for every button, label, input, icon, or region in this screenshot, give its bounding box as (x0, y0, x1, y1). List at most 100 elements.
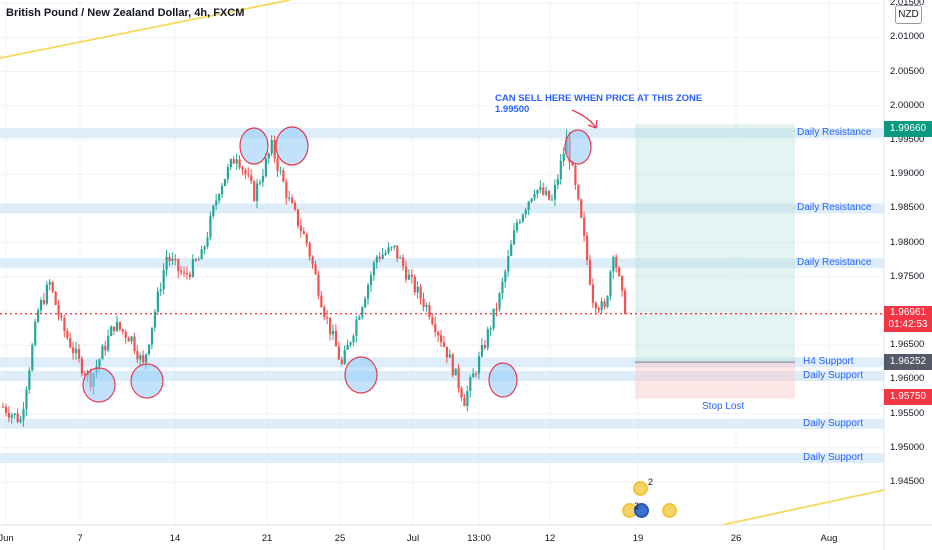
candle-down (194, 259, 197, 261)
candle-down (174, 258, 177, 260)
candle-down (124, 331, 127, 338)
candle-up (364, 298, 367, 308)
candle-down (63, 317, 66, 332)
candle-down (621, 275, 624, 291)
candle-up (19, 419, 22, 423)
candle-down (311, 256, 314, 265)
highlight-circle[interactable] (564, 129, 592, 165)
candle-up (375, 256, 378, 263)
candle-down (276, 158, 279, 171)
highlight-circle[interactable] (239, 127, 269, 165)
candle-down (445, 346, 449, 358)
candle-down (299, 225, 303, 232)
candle-up (264, 158, 267, 176)
candle-up (331, 330, 335, 335)
candle-up (352, 335, 355, 343)
candle-down (434, 324, 437, 333)
candle-down (583, 217, 586, 236)
candle-up (98, 359, 101, 367)
candle-up (501, 281, 504, 294)
candle-up (606, 296, 609, 308)
candle-up (256, 183, 259, 201)
candle-up (367, 284, 370, 299)
highlight-circle[interactable] (275, 126, 309, 166)
highlight-circles[interactable] (82, 126, 592, 403)
candle-up (559, 160, 562, 180)
candle-up (45, 284, 48, 304)
candle-up (28, 370, 31, 390)
uk-event-flag-icon[interactable] (633, 481, 648, 496)
trend-lines[interactable] (0, 0, 885, 526)
candle-up (527, 201, 530, 210)
candle-down (603, 301, 606, 308)
candle-up (550, 199, 554, 201)
candle-down (305, 234, 308, 244)
trendline-upper[interactable] (0, 0, 291, 59)
zone-label: Daily Resistance (797, 202, 872, 214)
candle-up (48, 282, 51, 285)
price-zone-band (0, 203, 884, 214)
candle-up (221, 185, 224, 195)
candle-down (72, 347, 75, 354)
candle-up (270, 139, 273, 154)
candle-up (145, 354, 148, 363)
candle-up (150, 327, 154, 345)
currency-badge[interactable]: NZD (895, 5, 922, 24)
candle-down (133, 336, 136, 352)
y-tick-label: 1.97500 (890, 270, 925, 282)
candle-down (410, 274, 413, 277)
callout-arrow (571, 109, 598, 129)
highlight-circle[interactable] (130, 363, 164, 399)
candle-down (548, 190, 551, 200)
y-tick-label: 1.95000 (890, 441, 925, 453)
candle-up (209, 215, 212, 238)
zone-label: H4 Support (803, 356, 854, 368)
stop-loss-label: Stop Lost (702, 400, 745, 412)
highlight-circle[interactable] (82, 367, 116, 403)
candle-down (308, 243, 311, 257)
candle-down (4, 406, 8, 413)
candle-up (454, 368, 457, 376)
candle-down (588, 260, 592, 285)
candle-up (387, 247, 390, 253)
y-tick-label: 2.00500 (890, 65, 925, 77)
candle-down (586, 235, 589, 261)
short-position-stop-area[interactable] (635, 362, 795, 399)
candle-up (486, 329, 489, 348)
candle-down (396, 245, 399, 259)
candle-down (69, 337, 72, 348)
candle-up (171, 258, 174, 261)
candle-up (562, 153, 565, 161)
candle-down (180, 270, 183, 273)
candle-up (156, 291, 159, 312)
candle-up (288, 197, 291, 199)
candle-down (136, 351, 139, 360)
price-zone-band (0, 128, 884, 139)
candle-up (130, 336, 133, 342)
candle-down (431, 317, 434, 325)
candle-down (577, 184, 580, 200)
x-tick-label: Jul (406, 533, 420, 544)
candle-down (54, 291, 57, 305)
candle-down (334, 330, 338, 347)
candle-up (279, 170, 282, 172)
candle-down (66, 331, 69, 338)
candle-down (238, 159, 241, 168)
highlight-circle[interactable] (488, 362, 518, 398)
candle-up (218, 194, 221, 201)
highlight-circle[interactable] (344, 356, 378, 394)
candles (2, 129, 627, 427)
uk-event-flag-icon[interactable] (662, 503, 677, 518)
short-position-target-area[interactable] (635, 124, 795, 363)
h4-support-price-tag: 1.96252 (884, 354, 932, 371)
zone-label: Daily Resistance (797, 127, 872, 139)
candle-down (440, 335, 443, 343)
candle-up (267, 153, 270, 159)
nz-event-flag-icon[interactable] (634, 503, 649, 518)
trendline-lower[interactable] (721, 489, 885, 526)
candle-down (7, 412, 11, 418)
x-tick-label: 25 (334, 533, 346, 544)
x-tick-label: 13:00 (467, 533, 491, 544)
